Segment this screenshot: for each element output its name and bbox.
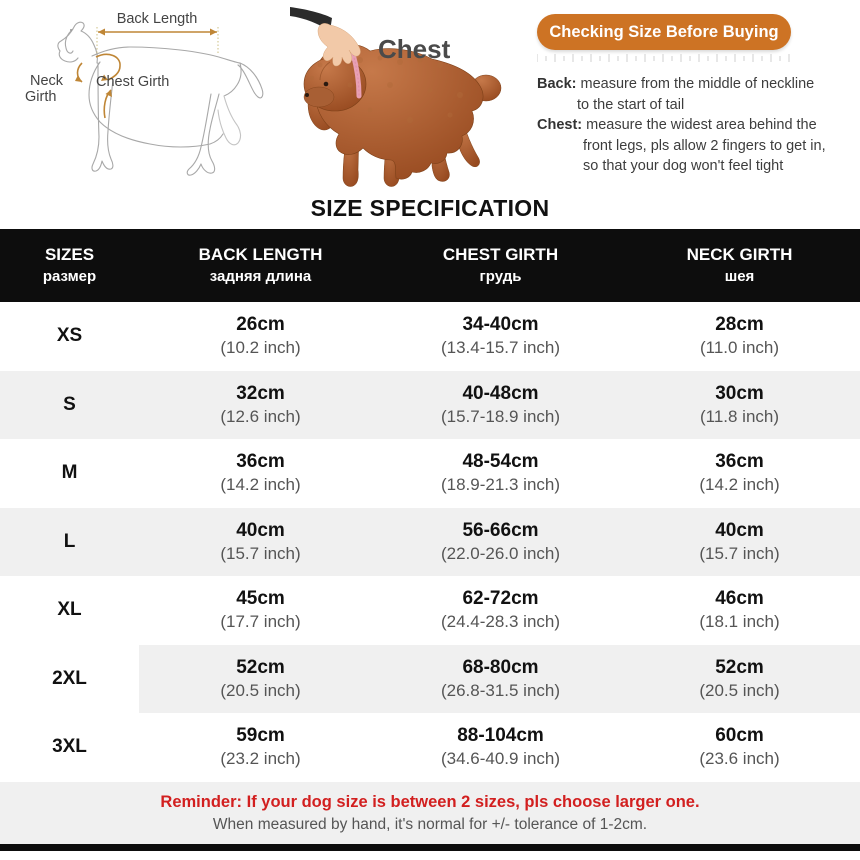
svg-text:Chest Girth: Chest Girth bbox=[96, 74, 169, 90]
svg-text:Girth: Girth bbox=[25, 89, 56, 105]
svg-text:Neck: Neck bbox=[30, 73, 64, 89]
svg-text:Chest: Chest bbox=[378, 34, 451, 64]
svg-text:Back Length: Back Length bbox=[117, 11, 198, 27]
